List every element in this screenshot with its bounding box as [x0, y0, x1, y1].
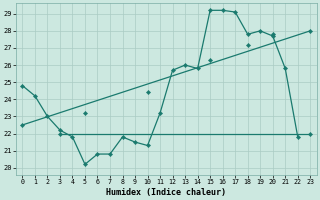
X-axis label: Humidex (Indice chaleur): Humidex (Indice chaleur): [106, 188, 226, 197]
